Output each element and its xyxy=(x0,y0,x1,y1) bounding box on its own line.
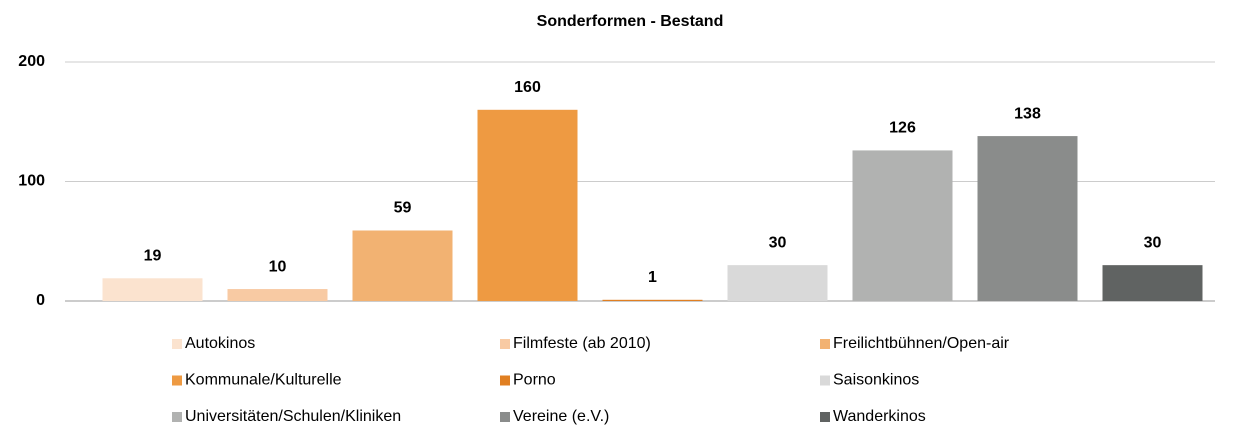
legend-swatch xyxy=(500,412,510,422)
value-label: 1 xyxy=(648,269,657,286)
legend-label: Vereine (e.V.) xyxy=(513,408,609,425)
legend-swatch xyxy=(820,375,830,386)
legend-swatch xyxy=(500,375,510,386)
value-label: 126 xyxy=(889,120,916,137)
legend-label: Autokinos xyxy=(185,335,255,352)
legend-label: Saisonkinos xyxy=(833,372,919,389)
value-label: 10 xyxy=(269,258,287,275)
bar xyxy=(227,289,328,301)
value-label: 160 xyxy=(514,79,541,96)
legend-label: Universitäten/Schulen/Kliniken xyxy=(185,408,401,425)
legend-swatch xyxy=(500,339,510,349)
legend-swatch xyxy=(172,375,182,386)
legend-label: Porno xyxy=(513,372,556,389)
legend-swatch xyxy=(820,412,830,422)
bar xyxy=(477,109,578,301)
value-label: 30 xyxy=(769,234,787,251)
legend-label: Wanderkinos xyxy=(833,408,926,425)
legend-swatch xyxy=(172,412,182,422)
bar xyxy=(602,299,703,301)
chart-title: Sonderformen - Bestand xyxy=(537,13,724,30)
value-label: 30 xyxy=(1144,234,1162,251)
value-label: 59 xyxy=(394,200,412,217)
y-tick-label: 100 xyxy=(18,173,45,190)
bar xyxy=(852,150,953,301)
legend-label: Filmfeste (ab 2010) xyxy=(513,335,651,352)
y-tick-label: 200 xyxy=(18,53,45,70)
value-label: 138 xyxy=(1014,105,1041,122)
bar xyxy=(352,230,453,301)
legend-label: Kommunale/Kulturelle xyxy=(185,372,342,389)
bar xyxy=(977,136,1078,301)
legend-swatch xyxy=(820,339,830,349)
bar xyxy=(102,278,203,301)
y-tick-label: 0 xyxy=(36,292,45,309)
bar xyxy=(727,265,828,301)
legend-label: Freilichtbühnen/Open-air xyxy=(833,335,1010,352)
legend-swatch xyxy=(172,339,182,349)
value-label: 19 xyxy=(144,248,162,265)
bar xyxy=(1102,265,1203,301)
